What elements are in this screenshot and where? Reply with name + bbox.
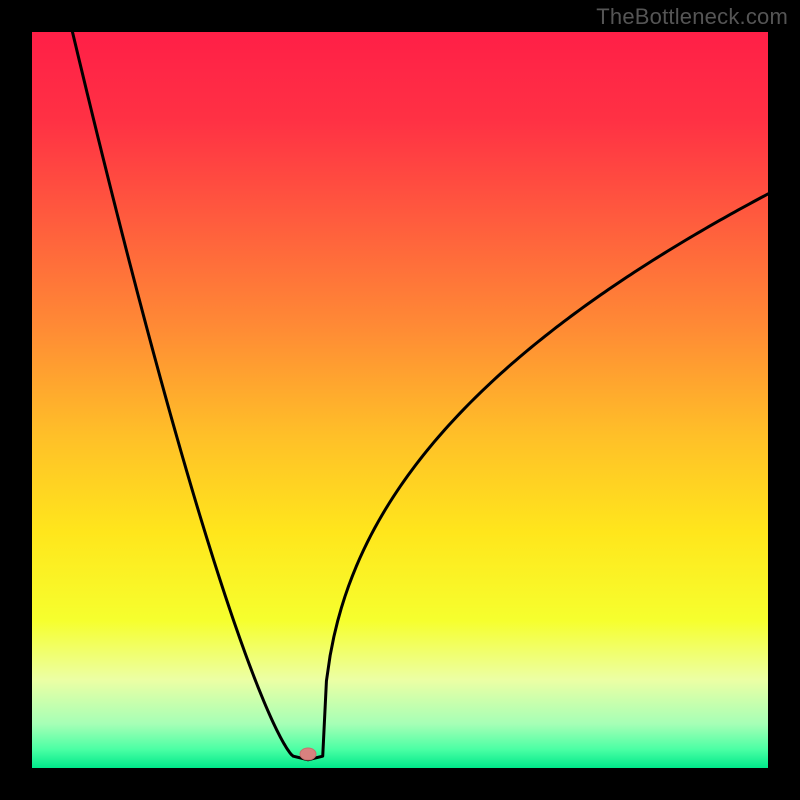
- chart-frame: TheBottleneck.com: [0, 0, 800, 800]
- optimum-marker: [300, 748, 316, 760]
- bottleneck-chart: [32, 32, 768, 768]
- watermark-text: TheBottleneck.com: [596, 4, 788, 30]
- chart-background: [32, 32, 768, 768]
